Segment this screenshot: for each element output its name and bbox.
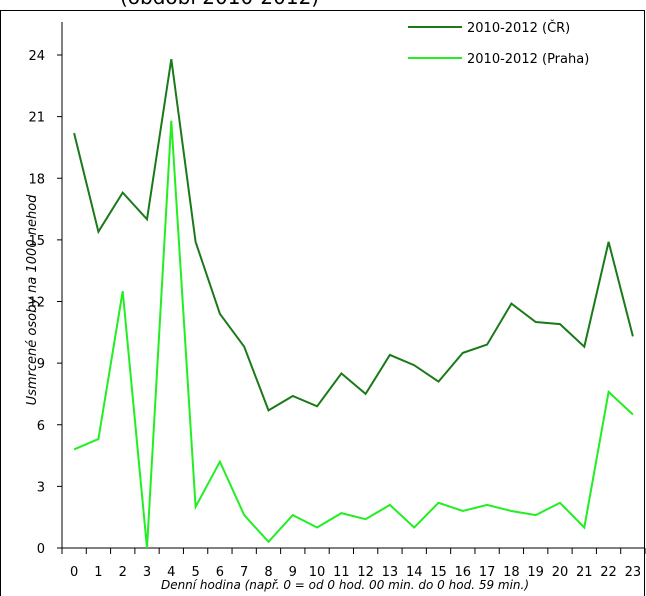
y-tick-label: 21 (28, 111, 45, 126)
x-tick-label: 18 (503, 565, 520, 580)
x-tick-label: 8 (264, 565, 272, 580)
x-tick-label: 22 (600, 565, 617, 580)
y-tick-label: 6 (37, 419, 45, 434)
y-tick-label: 24 (28, 49, 45, 64)
x-tick-label: 2 (119, 565, 127, 580)
x-tick-label: 21 (576, 565, 593, 580)
x-tick-label: 14 (406, 565, 423, 580)
x-tick-label: 20 (552, 565, 569, 580)
x-tick-label: 10 (309, 565, 326, 580)
x-tick-label: 19 (527, 565, 544, 580)
x-axis-title: Denní hodina (např. 0 = od 0 hod. 00 min… (161, 578, 529, 592)
y-tick-label: 12 (28, 296, 45, 311)
series-line (73, 58, 634, 412)
x-tick-label: 13 (382, 565, 399, 580)
series-line (73, 120, 634, 549)
x-tick-label: 4 (167, 565, 175, 580)
x-tick-label: 23 (625, 565, 642, 580)
x-tick-label: 7 (240, 565, 248, 580)
x-tick-label: 15 (430, 565, 447, 580)
chart-title: (období 2010-2012) (120, 0, 319, 9)
x-tick-label: 3 (143, 565, 151, 580)
x-tick-label: 0 (70, 565, 78, 580)
x-tick-label: 11 (333, 565, 350, 580)
x-tick-label: 9 (289, 565, 297, 580)
y-tick-label: 9 (37, 357, 45, 372)
y-tick-label: 15 (28, 234, 45, 249)
x-tick-label: 1 (94, 565, 102, 580)
x-tick-label: 17 (479, 565, 496, 580)
y-axis-title: Usmrcené osoby na 1000 nehod (25, 194, 40, 406)
frame (0, 10, 645, 596)
y-tick-label: 0 (37, 542, 45, 557)
x-tick-label: 5 (191, 565, 199, 580)
y-tick-label: 3 (37, 480, 45, 495)
x-tick-label: 12 (357, 565, 374, 580)
x-tick-label: 16 (455, 565, 472, 580)
legend-label: 2010-2012 (ČR) (467, 20, 570, 36)
y-tick-label: 18 (28, 172, 45, 187)
x-tick-label: 6 (216, 565, 224, 580)
legend-label: 2010-2012 (Praha) (467, 52, 589, 67)
